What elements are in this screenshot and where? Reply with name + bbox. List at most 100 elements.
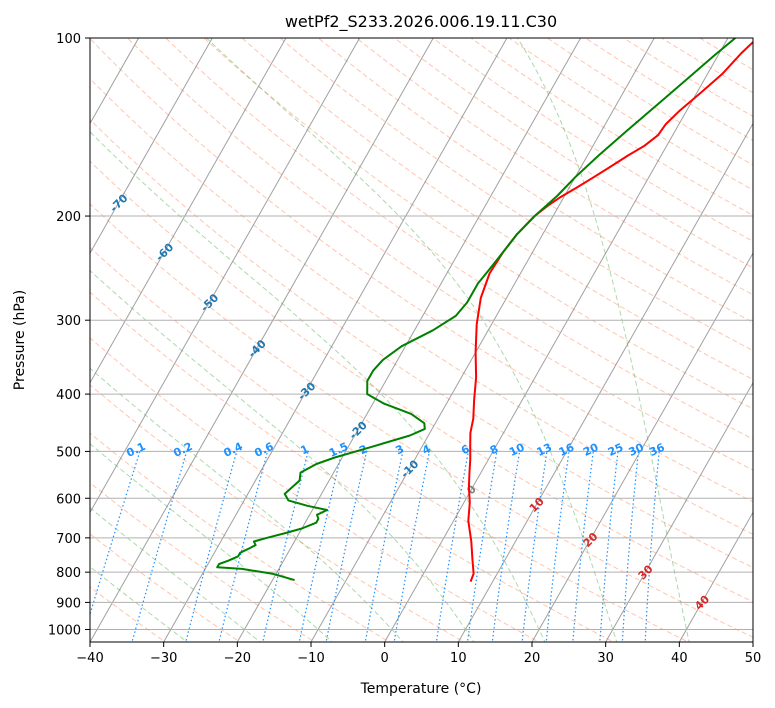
dry-adiabat: [90, 203, 753, 638]
mixing-ratio-line: [364, 451, 404, 642]
dry-adiabat: [317, 38, 753, 323]
dry-adiabat: [508, 38, 753, 191]
isotherm-label: -90: [10, 104, 33, 127]
dry-adiabat: [164, 38, 753, 440]
isotherm-label: -20: [347, 418, 370, 441]
isotherm-line: [163, 38, 508, 642]
isotherm-line: [90, 38, 213, 255]
x-tick-label: −40: [76, 651, 103, 666]
mixing-ratio-label: 0.6: [252, 440, 275, 460]
y-tick-label: 100: [56, 32, 81, 47]
plot-frame: [89, 37, 754, 643]
dry-adiabat: [431, 38, 753, 242]
x-tick-label: 40: [671, 651, 688, 666]
moist-adiabat: [90, 269, 475, 642]
dry-adiabat: [546, 38, 753, 166]
x-tick-label: −10: [297, 651, 324, 666]
mixing-ratio-label: 20: [581, 441, 601, 459]
dry-adiabat: [279, 38, 753, 352]
isotherm-label: -30: [295, 379, 318, 402]
x-tick-label: −20: [224, 651, 251, 666]
chart-title: wetPf2_S233.2026.006.19.11.C30: [285, 12, 557, 32]
x-tick-label: 50: [745, 651, 762, 666]
line-labels: 0.10.20.40.611.52346810131620253036-100-…: [10, 104, 712, 612]
y-tick-label: 600: [56, 492, 81, 507]
isotherm-line: [310, 38, 655, 642]
dry-adiabat: [584, 38, 753, 142]
isotherm-label: -50: [198, 291, 221, 314]
isotherm-label: -40: [246, 337, 269, 360]
isotherm-label: -60: [153, 240, 176, 263]
dry-adiabat: [90, 38, 753, 503]
dry-adiabat: [470, 38, 753, 216]
dry-adiabat: [203, 38, 753, 410]
mixing-ratio-label: 30: [626, 441, 646, 459]
mixing-ratio-line: [545, 451, 570, 642]
dry-adiabat: [698, 38, 753, 71]
y-tick-label: 900: [56, 596, 81, 611]
dewpoint-line: [216, 38, 736, 582]
isotherm-label: -10: [398, 457, 421, 480]
y-tick-label: 1000: [48, 623, 81, 638]
isotherm-line: [752, 640, 753, 642]
temperature-line: [467, 40, 753, 582]
moist-adiabat: [90, 131, 546, 642]
x-tick-label: 20: [524, 651, 541, 666]
isotherm-line: [0, 38, 65, 642]
dry-adiabat: [241, 38, 753, 380]
isotherm-line: [236, 38, 582, 642]
mixing-ratio-line: [298, 451, 343, 642]
x-tick-label: 0: [381, 651, 389, 666]
isotherm-line: [90, 38, 434, 642]
isotherm-line: [531, 252, 753, 642]
mixing-ratio-label: 36: [647, 441, 667, 459]
mixing-ratio-label: 10: [507, 441, 527, 459]
mixing-ratio-line: [491, 451, 521, 642]
mixing-ratio-label: 0.1: [124, 440, 147, 460]
mixing-ratio-line: [599, 451, 619, 642]
dry-adiabat: [90, 118, 753, 569]
mixing-ratio-line: [435, 451, 469, 642]
mixing-ratio-line: [262, 451, 309, 642]
y-tick-label: 800: [56, 566, 81, 581]
x-axis-title: Temperature (°C): [360, 681, 482, 697]
mixing-ratio-line: [325, 451, 368, 642]
mixing-ratio-line: [521, 451, 548, 642]
isotherm-line: [90, 38, 287, 384]
dry-adiabat: [90, 291, 615, 642]
dry-adiabat: [90, 246, 690, 642]
mixing-ratio-label: 13: [535, 441, 554, 459]
mixing-ratio-label: 0.2: [171, 440, 194, 460]
x-tick-label: 10: [450, 651, 467, 666]
mixing-ratio-line: [621, 451, 640, 642]
isotherm-line: [605, 381, 753, 642]
isotherm-line: [90, 38, 361, 514]
mixing-ratio-line: [644, 451, 660, 642]
isotherm-label: -70: [107, 191, 130, 214]
axes: −40 −30 −20 −10 0 10 20 30 40 50 100 200 300 400 500 60…: [48, 32, 761, 666]
mixing-ratio-line: [218, 451, 269, 642]
isotherm-line: [457, 122, 753, 642]
x-tick-label: −30: [150, 651, 177, 666]
moist-adiabat: [90, 507, 262, 642]
moist-adiabat: [516, 38, 690, 642]
isotherm-line: [678, 511, 753, 642]
dry-adiabat: [90, 482, 316, 642]
y-axis-title: Pressure (hPa): [12, 290, 28, 390]
background-lines: [0, 38, 753, 642]
isotherm-line: [384, 38, 729, 642]
mixing-ratio-label: 1: [299, 442, 311, 457]
isotherm-label: -80: [59, 147, 82, 170]
mixing-ratio-line: [131, 451, 188, 642]
profiles: [216, 38, 753, 582]
mixing-ratio-line: [185, 451, 238, 642]
moist-adiabat: [90, 443, 333, 642]
x-tick-label: 30: [597, 651, 614, 666]
mixing-ratio-label: 16: [557, 441, 577, 459]
dry-adiabat: [393, 38, 753, 269]
mixing-ratio-label: 8: [488, 442, 500, 457]
mixing-ratio-label: 3: [394, 442, 406, 457]
isotherm-label: 10: [527, 495, 547, 515]
mixing-ratio-line: [393, 451, 431, 642]
